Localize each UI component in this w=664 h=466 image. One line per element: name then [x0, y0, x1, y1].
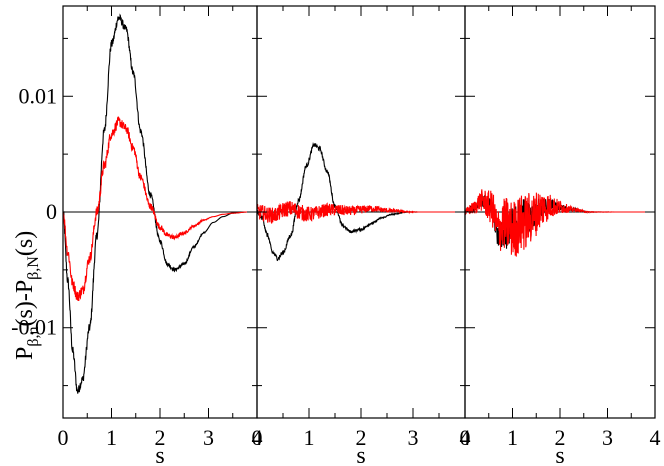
x-tick-label: 0 [58, 425, 69, 450]
x-tick-label: 3 [408, 425, 419, 450]
x-tick-label: 2 [356, 425, 367, 450]
x-tick-label: 0 [460, 425, 471, 450]
x-axis-label: s [155, 443, 164, 466]
x-tick-label: 1 [507, 425, 518, 450]
x-tick-label: 4 [460, 425, 471, 450]
x-tick-label: 3 [602, 425, 613, 450]
x-tick-label: 1 [304, 425, 315, 450]
y-label-mid2: (s) [12, 231, 38, 256]
series-red-line-panel-2 [256, 201, 465, 224]
y-axis-label: Pβ,n(s)-Pβ,N(s) [12, 231, 42, 360]
series-red-line-panel-3 [464, 189, 655, 257]
x-tick-label: 2 [155, 425, 166, 450]
y-tick-label: 0 [46, 199, 57, 224]
y-label-sub1: β,n [25, 327, 42, 347]
y-label-mid1: (s)-P [12, 280, 38, 327]
series-black-line-panel-1 [62, 13, 257, 394]
y-tick-label: -0.01 [11, 315, 57, 340]
x-axis-label: s [555, 443, 564, 466]
x-tick-label: 1 [106, 425, 117, 450]
plot-layer [62, 13, 655, 394]
series-red-line-panel-1 [62, 116, 257, 302]
x-tick-label: 3 [203, 425, 214, 450]
tick-layer: 0 1 2 3 4 s -0.01 0 0.01 0 1 2 3 4 s 0 1 2 3 4 s [11, 6, 661, 466]
x-tick-label: 4 [252, 425, 263, 450]
series-black-line-panel-2 [256, 142, 465, 262]
x-tick-label: 2 [555, 425, 566, 450]
x-tick-label: 4 [650, 425, 661, 450]
y-label-p1: P [12, 347, 38, 360]
x-axis-label: s [356, 443, 365, 466]
x-tick-label: 0 [252, 425, 263, 450]
y-tick-label: 0.01 [19, 83, 58, 108]
y-label-sub2: β,N [25, 256, 42, 280]
